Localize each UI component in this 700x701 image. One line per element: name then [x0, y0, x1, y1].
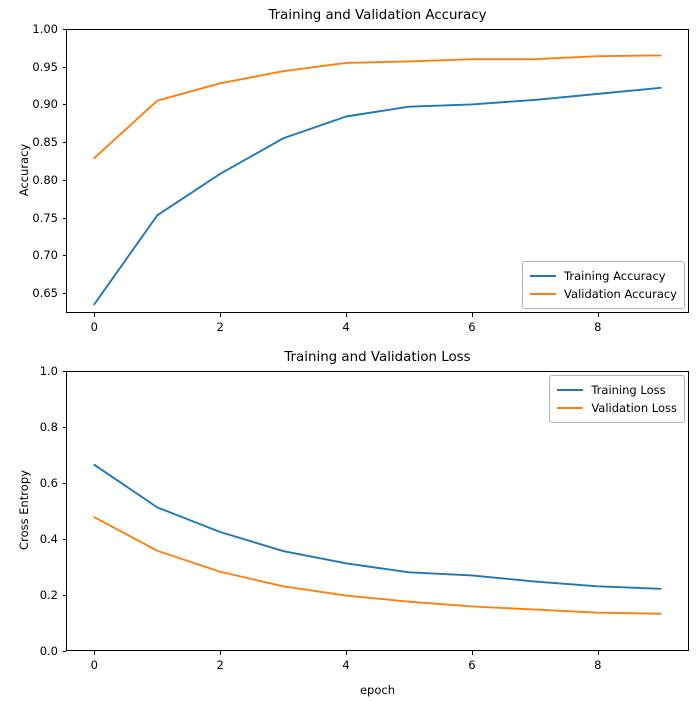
- y-tick-label: 0.75: [32, 210, 58, 225]
- loss-chart-title: Training and Validation Loss: [284, 350, 471, 365]
- loss-plot-frame: [66, 371, 689, 651]
- x-tick-mark: [471, 651, 473, 655]
- y-tick-label: 0.90: [32, 97, 58, 112]
- y-tick-label: 0.95: [32, 59, 58, 74]
- y-tick-mark: [62, 142, 66, 144]
- x-tick-label: 2: [216, 658, 224, 672]
- legend-label: Validation Loss: [591, 401, 677, 415]
- legend-item[interactable]: Training Accuracy: [530, 267, 677, 285]
- x-tick-label: 8: [594, 658, 602, 672]
- y-tick-mark: [62, 293, 66, 294]
- x-tick-mark: [220, 313, 222, 317]
- legend-item[interactable]: Validation Loss: [557, 399, 677, 417]
- x-tick-label: 4: [342, 658, 350, 672]
- accuracy-series-layer: [93, 54, 662, 306]
- loss-series-layer: [93, 463, 662, 615]
- legend-label: Training Loss: [591, 383, 666, 397]
- series-line: [93, 54, 662, 159]
- series-line: [93, 463, 662, 590]
- x-tick-mark: [597, 313, 599, 317]
- x-tick-label: 6: [468, 320, 476, 334]
- y-tick-mark: [62, 104, 66, 106]
- x-tick-label: 2: [216, 320, 224, 334]
- y-tick-mark: [62, 66, 66, 68]
- y-tick-mark: [62, 483, 66, 484]
- series-line: [93, 516, 662, 615]
- y-tick-mark: [62, 255, 66, 257]
- legend-color-swatch: [557, 388, 584, 392]
- x-tick-label: 6: [468, 658, 476, 672]
- y-tick-label: 0.2: [39, 588, 58, 602]
- series-line: [93, 86, 662, 306]
- y-tick-label: 0.6: [39, 476, 58, 490]
- accuracy-legend[interactable]: Training Accuracy Validation Accuracy: [522, 261, 685, 309]
- x-tick-mark: [471, 313, 473, 317]
- y-tick-label: 0.80: [32, 172, 58, 187]
- y-tick-label: 1.0: [39, 364, 58, 378]
- y-tick-mark: [62, 651, 66, 652]
- legend-label: Validation Accuracy: [564, 287, 677, 301]
- y-tick-label: 0.70: [32, 248, 58, 263]
- x-tick-mark: [94, 651, 96, 655]
- loss-chart-axes: Training and Validation Loss Cross Entro…: [17, 350, 689, 697]
- accuracy-chart-title: Training and Validation Accuracy: [268, 8, 487, 23]
- y-tick-mark: [62, 29, 66, 30]
- accuracy-chart-axes: Training and Validation Accuracy Accurac…: [17, 8, 689, 334]
- y-tick-mark: [62, 217, 66, 219]
- legend-color-swatch: [530, 292, 557, 296]
- x-tick-label: 8: [594, 320, 602, 334]
- x-tick-mark: [220, 651, 222, 655]
- y-tick-label: 0.0: [39, 644, 58, 658]
- x-tick-label: 0: [90, 658, 98, 672]
- y-tick-mark: [62, 371, 66, 372]
- accuracy-y-axis-label: Accuracy: [17, 143, 31, 197]
- y-tick-label: 0.65: [32, 286, 58, 300]
- loss-legend[interactable]: Training Loss Validation Loss: [549, 375, 685, 423]
- legend-color-swatch: [530, 274, 557, 278]
- y-tick-label: 0.8: [39, 420, 58, 434]
- y-tick-mark: [62, 179, 66, 181]
- loss-y-axis-label: Cross Entropy: [17, 470, 31, 550]
- y-tick-mark: [62, 595, 66, 596]
- x-tick-mark: [94, 313, 96, 317]
- y-tick-label: 0.85: [32, 135, 58, 150]
- x-tick-label: 0: [90, 320, 98, 334]
- x-tick-mark: [346, 313, 348, 317]
- y-tick-label: 1.00: [32, 22, 58, 36]
- y-tick-label: 0.4: [39, 532, 58, 546]
- legend-item[interactable]: Validation Accuracy: [530, 285, 677, 303]
- legend-item[interactable]: Training Loss: [557, 381, 677, 399]
- x-tick-mark: [597, 651, 599, 655]
- y-tick-mark: [62, 427, 66, 428]
- accuracy-plot-frame: [66, 29, 689, 313]
- legend-label: Training Accuracy: [564, 269, 666, 283]
- x-tick-label: 4: [342, 320, 350, 334]
- legend-color-swatch: [557, 406, 584, 410]
- y-tick-mark: [62, 539, 66, 540]
- x-tick-mark: [346, 651, 348, 655]
- loss-x-axis-label: epoch: [359, 683, 396, 697]
